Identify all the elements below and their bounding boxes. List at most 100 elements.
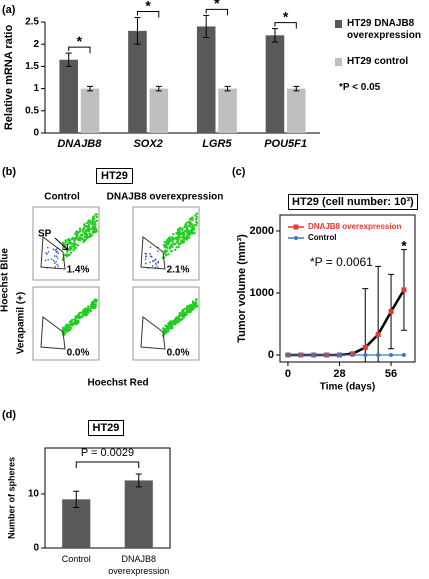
flow-event (195, 298, 198, 301)
y-tick-label: 1 (33, 83, 39, 94)
y-tick-label: 2.5 (25, 17, 39, 28)
flow-event (174, 242, 177, 246)
sp-event (44, 259, 47, 262)
panel-label: (b) (2, 166, 16, 178)
legend-swatch (335, 58, 342, 66)
flow-event (184, 223, 187, 227)
flow-event (165, 249, 169, 252)
y-tick-label: 0 (268, 349, 274, 361)
flow-event (166, 246, 169, 249)
percentage: 0.0% (167, 348, 190, 359)
column-label: Control (44, 192, 80, 203)
marker (324, 352, 329, 357)
sp-event (55, 260, 57, 263)
sp-event (154, 258, 157, 261)
flow-event (192, 225, 195, 228)
sp-event (149, 261, 151, 264)
flow-event (195, 212, 199, 215)
sp-event (47, 251, 50, 253)
sp-event (155, 264, 158, 266)
sp-event (145, 252, 147, 255)
flow-event (167, 328, 170, 331)
flow-event (90, 305, 93, 309)
x-tick-label: DNAJB8 overexpression (108, 554, 170, 576)
x-tick-label: 28 (333, 368, 345, 380)
flow-event (177, 242, 180, 246)
flow-event (189, 303, 192, 307)
error-bar (155, 85, 162, 92)
flow-event (64, 253, 67, 256)
percentage: 1.4% (67, 265, 90, 276)
note: *P < 0.05 (339, 82, 381, 93)
legend-label: HT29 DNAJB8 overexpression (347, 18, 421, 41)
legend-label: HT29 control (347, 56, 409, 67)
sp-event (151, 265, 154, 267)
significance-mark: * (77, 33, 83, 49)
sp-event (152, 260, 154, 262)
flow-event (175, 246, 178, 249)
flow-event (73, 238, 77, 242)
annotation: *P = 0.0061 (310, 255, 373, 269)
flow-event (173, 322, 176, 325)
significance-bracket (136, 11, 160, 18)
panel-label: (d) (2, 409, 16, 421)
flow-event (68, 246, 72, 249)
flow-event (81, 228, 85, 231)
flow-event (75, 322, 79, 325)
flow-event (186, 233, 189, 237)
flow-event (93, 306, 97, 309)
flow-event (81, 230, 85, 233)
sp-event (157, 266, 159, 268)
flow-event (170, 238, 173, 242)
error-bar (203, 14, 210, 39)
flow-event (193, 231, 196, 235)
bar (149, 88, 169, 133)
x-axis-label: Time (days) (320, 382, 375, 393)
flow-event (83, 235, 86, 238)
flow-event (87, 311, 90, 314)
sp-event (154, 262, 157, 265)
flow-event (171, 245, 174, 249)
marker (388, 309, 394, 315)
flow-event (177, 238, 180, 241)
sp-event (47, 258, 49, 261)
flow-event (183, 238, 186, 241)
x-tick-label: SOX2 (133, 138, 163, 150)
flow-event (189, 225, 192, 229)
sp-event (54, 266, 56, 268)
series-line (287, 289, 406, 357)
flow-event (67, 240, 71, 243)
flow-event (75, 230, 78, 233)
y-axis-label: Number of spheres (6, 457, 16, 539)
y-tick-label: 0 (33, 543, 39, 554)
gate (40, 316, 66, 350)
flow-event (94, 300, 98, 304)
flow-event (61, 241, 65, 245)
flow-event (72, 249, 75, 252)
flow-event (185, 313, 188, 316)
flow-event (171, 236, 174, 239)
percentage: 2.1% (167, 265, 190, 276)
flow-event (91, 217, 95, 220)
flow-event (190, 217, 193, 220)
flow-event (88, 232, 91, 235)
sp-event (157, 260, 160, 263)
error-bar (87, 85, 94, 92)
flow-event (90, 302, 94, 305)
sp-event (45, 251, 47, 254)
flow-event (187, 236, 190, 239)
sp-event (156, 250, 159, 252)
plot-frame (279, 214, 416, 363)
flow-event (85, 228, 88, 232)
flow-event (167, 253, 170, 256)
flow-event (81, 315, 84, 318)
sp-event (52, 260, 55, 262)
flow-event (76, 237, 80, 240)
bar (287, 88, 306, 133)
panel-label: (c) (232, 166, 246, 178)
sp-event (144, 255, 147, 258)
flow-event (69, 323, 73, 327)
flow-event (66, 250, 69, 253)
